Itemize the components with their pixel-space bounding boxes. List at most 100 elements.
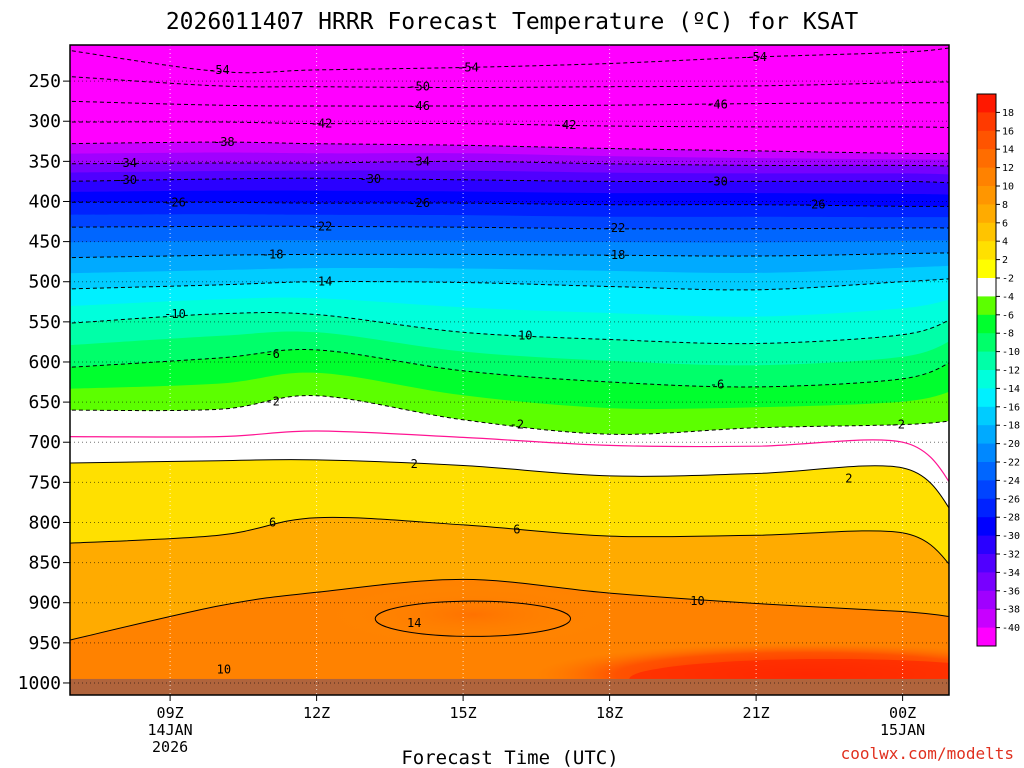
contour-label: -26 [164, 195, 186, 209]
colorbar-tick-label: 10 [1002, 182, 1014, 193]
contour-label: -42 [311, 117, 333, 131]
colorbar-swatch [977, 627, 996, 647]
contour-label: 2 [411, 457, 418, 471]
colorbar-tick-label: -40 [1002, 623, 1020, 634]
isotherm-line [70, 395, 949, 435]
contour-label: -30 [359, 172, 381, 186]
colorbar-swatch [977, 94, 996, 113]
y-tick-label: 450 [28, 232, 61, 253]
contour-label: -54 [457, 60, 479, 74]
isotherm-line [70, 459, 949, 509]
isotherm-line [70, 349, 949, 388]
colorbar-swatch [977, 130, 996, 150]
chart-title: 2026011407 HRRR Forecast Temperature (ºC… [166, 9, 859, 35]
colorbar-tick-label: -32 [1002, 550, 1020, 561]
x-tick-label: 00Z [889, 704, 916, 722]
colorbar-swatch [977, 590, 996, 610]
colorbar-tick-label: 4 [1002, 237, 1008, 248]
contour-label: 2 [845, 471, 852, 485]
contour-label: -22 [311, 219, 333, 233]
isotherm-14-loop [374, 600, 572, 637]
y-tick-label: 900 [28, 593, 61, 614]
isotherm-line [70, 141, 949, 154]
colorbar-tick-label: -4 [1002, 292, 1014, 303]
colorbar-swatch [977, 535, 996, 555]
contour-label: -2 [265, 394, 279, 408]
colorbar-tick-label: -22 [1002, 458, 1020, 469]
colorbar-tick-label: -12 [1002, 366, 1020, 377]
colorbar-tick-label: -8 [1002, 329, 1014, 340]
source-credit: coolwx.com/modelts [841, 744, 1014, 763]
contour-label: -10 [511, 328, 533, 342]
contour-label: -30 [706, 174, 728, 188]
contour-label: -26 [408, 196, 430, 210]
colorbar-tick-label: -38 [1002, 605, 1020, 616]
colorbar-tick-label: -30 [1002, 531, 1020, 542]
colorbar-swatch [977, 167, 996, 187]
colorbar-swatch [977, 333, 996, 353]
colorbar-tick-label: -34 [1002, 568, 1020, 579]
contour-label: -14 [311, 275, 333, 289]
colorbar-swatch [977, 388, 996, 408]
colorbar-swatch [977, 314, 996, 334]
colorbar-swatch [977, 296, 996, 316]
isotherm-line [70, 225, 949, 230]
colorbar-tick-label: 18 [1002, 108, 1014, 119]
temperature-colorbar: 18 16 14 12 10 8 6 4 2 -2 -4 -6 -8 -10 -12 -14 -16 -18 -20… [976, 93, 1020, 647]
isotherm-line [70, 516, 949, 565]
colorbar-tick-label: -14 [1002, 384, 1020, 395]
colorbar-swatch [977, 370, 996, 389]
isotherm-line [70, 76, 949, 89]
isotherm-line [70, 160, 949, 167]
contour-label: -6 [265, 347, 279, 361]
x-tick-label: 15Z [450, 704, 477, 722]
contour-label: -34 [115, 156, 137, 170]
colorbar-tick-label: -36 [1002, 586, 1020, 597]
contour-label: 10 [217, 662, 231, 676]
contour-label: -22 [604, 221, 626, 235]
colorbar-swatch [977, 443, 996, 463]
y-tick-label: 350 [28, 151, 61, 172]
y-tick-label: 850 [28, 553, 61, 574]
isotherm-line [70, 100, 949, 107]
colorbar-swatch [977, 351, 996, 371]
x-tick-label: 21Z [743, 704, 770, 722]
colorbar-tick-label: -26 [1002, 494, 1020, 505]
colorbar-tick-label: -6 [1002, 310, 1014, 321]
y-tick-label: 650 [28, 392, 61, 413]
x-axis-label: Forecast Time (UTC) [401, 747, 618, 768]
contour-label: -34 [408, 154, 430, 168]
isotherm-contours [70, 47, 949, 641]
colorbar-swatch [977, 480, 996, 500]
colorbar-tick-label: 14 [1002, 145, 1014, 156]
colorbar-swatch [977, 241, 996, 261]
freezing-level-line [70, 430, 949, 483]
colorbar-swatch [977, 259, 996, 279]
colorbar-tick-label: 8 [1002, 200, 1008, 211]
contour-label: -18 [604, 248, 626, 262]
y-tick-label: 600 [28, 352, 61, 373]
x-tick-label: 15JAN [880, 721, 925, 739]
colorbar-tick-label: 6 [1002, 218, 1008, 229]
contour-label: -50 [408, 80, 430, 94]
colorbar-tick-label: -24 [1002, 476, 1020, 487]
contour-label: -30 [115, 173, 137, 187]
x-tick-label: 14JAN [148, 721, 193, 739]
isotherm-line [70, 121, 949, 129]
y-tick-label: 500 [28, 272, 61, 293]
colorbar-tick-label: -28 [1002, 513, 1020, 524]
isotherm-line [70, 578, 949, 641]
contour-label: -18 [262, 247, 284, 261]
contour-label: -42 [555, 118, 577, 132]
isotherm-line [70, 177, 949, 184]
ground-band [70, 678, 949, 695]
colorbar-tick-label: 12 [1002, 163, 1014, 174]
contour-label: -54 [745, 50, 767, 64]
temperature-fill-bands [70, 45, 949, 695]
contour-label: 6 [269, 515, 276, 529]
isotherm-line [70, 312, 949, 345]
isotherm-line [70, 252, 949, 259]
colorbar-swatch [977, 554, 996, 573]
plot-gridlines [70, 45, 949, 695]
